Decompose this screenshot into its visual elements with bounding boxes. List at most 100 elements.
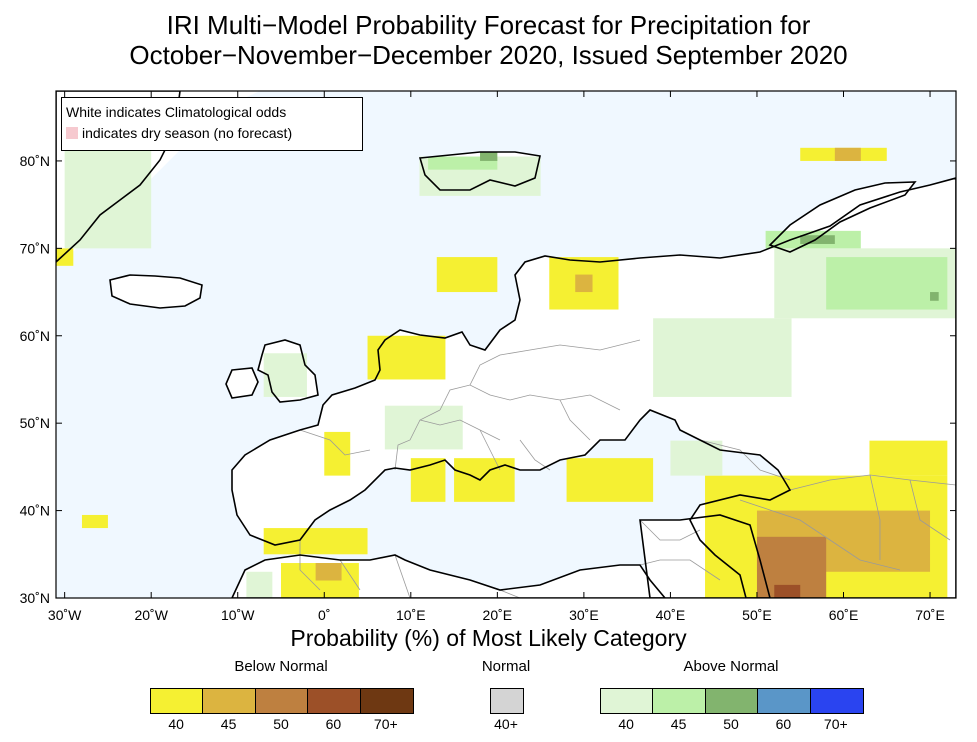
- above-normal-swatch: [705, 689, 759, 713]
- dry-season-note: indicates dry season (no forecast): [66, 125, 292, 141]
- forecast-region-kazakhstan: [869, 440, 948, 476]
- forecast-region-caucasus-green: [670, 440, 723, 476]
- forecast-region-svalbard-east-dark: [834, 147, 861, 161]
- forecast-region-greenland-tip: [56, 248, 74, 266]
- forecast-region-iran-darkest: [774, 584, 801, 598]
- below-normal-tick-label: 40: [168, 716, 184, 732]
- above-normal-swatch: [601, 689, 654, 713]
- border-line: [499, 589, 521, 598]
- coastline-uk: [257, 339, 319, 403]
- forecast-region-turkey-north: [566, 458, 654, 502]
- below-normal-swatch: [360, 689, 413, 713]
- coastline-iceland: [109, 274, 203, 309]
- lon-tick-label: 20˚W: [134, 607, 168, 623]
- longitude-axis: 30˚W 20˚W 10˚W 0˚ 10˚E 20˚E 30˚E 40˚E 50˚E 60˚E 70…: [48, 91, 945, 623]
- border-line: [394, 409, 441, 471]
- map-plot-area: [56, 91, 956, 598]
- coastline-africa: [231, 554, 667, 598]
- forecast-region-central-europe: [384, 405, 463, 450]
- forecast-region-atlantic-south: [81, 514, 108, 529]
- above-normal-tick-label: 70+: [823, 716, 848, 732]
- forecast-region-scandinavia-north: [436, 257, 498, 293]
- legend-title: Probability (%) of Most Likely Category: [290, 625, 687, 651]
- border-line: [639, 519, 701, 541]
- border-line: [299, 429, 371, 456]
- lon-tick-label: 60˚E: [829, 607, 859, 623]
- climatological-odds-note: White indicates Climatological odds: [66, 104, 287, 120]
- below-normal-tick-label: 45: [220, 716, 237, 732]
- forecast-region-uk-north: [263, 353, 307, 397]
- above-normal-tick-label: 45: [670, 716, 687, 732]
- coastline-novaya: [768, 181, 917, 253]
- lat-tick-label: 40˚N: [20, 503, 50, 519]
- lon-tick-label: 30˚E: [569, 607, 599, 623]
- lat-tick-label: 60˚N: [20, 328, 50, 344]
- ireland-landmass: [226, 368, 258, 398]
- forecast-region-north-africa-dark: [315, 563, 342, 581]
- coastline-svalbard: [418, 151, 541, 191]
- lat-tick-label: 50˚N: [20, 415, 50, 431]
- lon-tick-label: 10˚E: [396, 607, 426, 623]
- lon-tick-label: 40˚E: [656, 607, 686, 623]
- legend-note-box: White indicates Climatological odds indi…: [61, 97, 363, 151]
- below-normal-colorbar: [150, 688, 414, 714]
- forecast-region-scandinavia-south: [367, 335, 446, 380]
- lat-tick-label: 70˚N: [20, 240, 50, 256]
- country-borders: [299, 339, 956, 598]
- forecast-region-west-siberia-dark: [930, 292, 939, 301]
- lon-tick-label: 30˚W: [48, 607, 82, 623]
- map-frame: [55, 90, 957, 599]
- lat-tick-label: 80˚N: [20, 153, 50, 169]
- forecast-region-north-africa-green: [246, 571, 273, 598]
- below-normal-swatch: [203, 689, 256, 713]
- below-normal-tick-label: 60: [325, 716, 342, 732]
- border-line: [869, 474, 881, 560]
- border-line: [299, 540, 321, 591]
- normal-tick-label: 40+: [494, 716, 518, 732]
- below-normal-tick-label: 70+: [373, 716, 398, 732]
- normal-colorbar: [490, 688, 524, 714]
- coastlines: [56, 91, 956, 598]
- border-line: [394, 554, 411, 598]
- below-normal-swatch: [151, 689, 204, 713]
- above-normal-tick-label: 50: [723, 716, 739, 732]
- coastline-eurasia: [231, 177, 956, 598]
- forecast-region-west-siberia-mid: [826, 257, 948, 310]
- border-line: [479, 429, 501, 471]
- border-line: [339, 559, 361, 591]
- above-normal-tick-label: 60: [775, 716, 792, 732]
- latitude-axis: 30˚N 40˚N 50˚N 60˚N 70˚N 80˚N: [20, 153, 956, 606]
- lon-tick-label: 0˚: [318, 607, 330, 623]
- below-normal-swatch: [308, 689, 361, 713]
- coastline-arabia: [639, 514, 771, 598]
- map-title-line-1: IRI Multi−Model Probability Forecast for…: [166, 10, 811, 40]
- lon-tick-label: 70˚E: [915, 607, 945, 623]
- forecast-region-russia-central: [653, 318, 792, 397]
- below-normal-swatch: [255, 689, 309, 713]
- border-line: [469, 349, 531, 386]
- above-normal-label: Above Normal: [683, 658, 779, 675]
- above-normal-swatch: [810, 689, 863, 713]
- forecast-region-svalbard-dark: [480, 152, 498, 161]
- dry-season-note-text: indicates dry season (no forecast): [82, 125, 293, 141]
- lon-tick-label: 10˚W: [221, 607, 255, 623]
- above-normal-colorbar: [600, 688, 864, 714]
- above-normal-swatch: [758, 689, 811, 713]
- normal-label: Normal: [481, 658, 531, 675]
- border-line: [699, 439, 791, 481]
- border-line: [529, 339, 641, 351]
- forecast-region-novaya-zemlya-dark: [800, 235, 835, 244]
- forecast-region-finland-core: [575, 274, 593, 293]
- border-line: [909, 479, 951, 541]
- border-line: [419, 419, 501, 441]
- dry-season-swatch: [66, 127, 78, 139]
- iceland-landmass: [110, 275, 202, 308]
- above-normal-tick-label: 40: [618, 716, 634, 732]
- below-normal-label: Below Normal: [234, 658, 328, 675]
- border-line: [739, 499, 901, 571]
- normal-swatch: [491, 689, 523, 713]
- lat-tick-label: 30˚N: [20, 590, 50, 606]
- forecast-region-iberia-south: [263, 528, 368, 555]
- lon-tick-label: 20˚E: [483, 607, 513, 623]
